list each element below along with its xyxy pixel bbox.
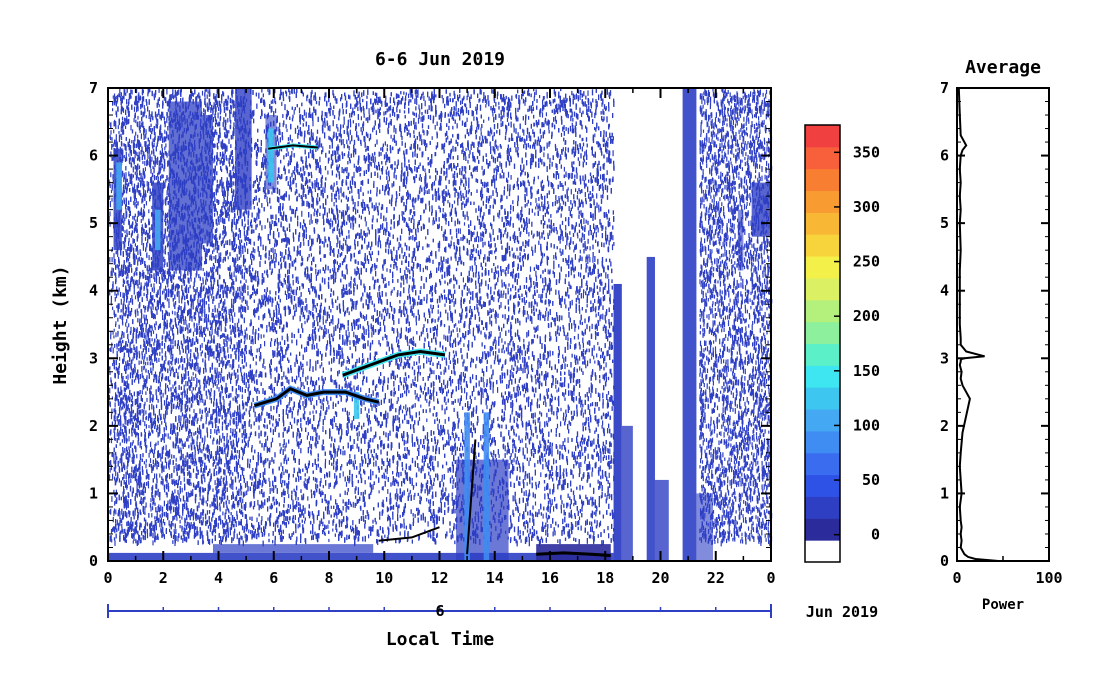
colorbar-segment <box>805 540 840 563</box>
average-y-tick-label: 1 <box>940 484 949 502</box>
average-y-tick-label: 7 <box>940 79 949 97</box>
main-x-tick-label: 18 <box>596 569 614 587</box>
average-x-tick-label: 100 <box>1035 569 1062 587</box>
colorbar-segment <box>805 256 840 279</box>
average-y-tick-label: 6 <box>940 147 949 165</box>
colorbar-segment <box>805 518 840 541</box>
main-x-tick-label: 16 <box>541 569 559 587</box>
average-y-tick-label: 2 <box>940 417 949 435</box>
main-x-ticks: 0 2 4 6 8 10 12 14 16 18 20 22 0 <box>103 88 776 587</box>
average-y-tick-label: 0 <box>940 552 949 570</box>
main-x-tick-label: 14 <box>486 569 504 587</box>
colorbar-segment <box>805 365 840 388</box>
main-x-tick-label: 0 <box>103 569 112 587</box>
main-y-axis-label: Height (km) <box>50 265 71 384</box>
colorbar-segment <box>805 146 840 170</box>
average-plot-background <box>957 88 1049 561</box>
average-power-line <box>957 87 999 562</box>
colorbar-tick-label: 150 <box>853 362 880 380</box>
main-y-tick-label: 2 <box>89 417 98 435</box>
colorbar-segment <box>805 277 840 301</box>
average-panel-title: Average <box>965 57 1041 78</box>
colorbar: 0 50 100 150 200 250 300 350 <box>804 124 880 563</box>
colorbar-segment <box>805 125 840 148</box>
main-y-tick-label: 1 <box>89 484 98 502</box>
colorbar-segment <box>805 387 840 410</box>
main-x-tick-label: 2 <box>159 569 168 587</box>
colorbar-segment <box>805 343 840 366</box>
average-y-ticks: 0 1 2 3 4 5 6 7 <box>940 79 1049 570</box>
average-y-tick-label: 4 <box>940 282 949 300</box>
colorbar-segment <box>805 234 840 257</box>
average-x-axis-label: Power <box>982 597 1024 613</box>
main-x-tick-label: 10 <box>375 569 393 587</box>
colorbar-tick-label: 250 <box>853 253 880 271</box>
main-x-tick-label: 8 <box>324 569 333 587</box>
colorbar-segment <box>805 452 840 476</box>
colorbar-segment <box>805 474 840 497</box>
colorbar-segment <box>805 409 840 432</box>
date-bar <box>107 604 772 618</box>
date-bar-day-label: 6 <box>435 602 444 620</box>
main-y-tick-label: 3 <box>89 349 98 367</box>
main-y-ticks: 0 1 2 3 4 5 6 7 <box>89 79 771 570</box>
colorbar-segment <box>805 212 840 235</box>
average-y-tick-label: 5 <box>940 214 949 232</box>
main-x-tick-label: 0 <box>766 569 775 587</box>
average-y-tick-label: 3 <box>940 349 949 367</box>
colorbar-tick-label: 0 <box>871 526 880 544</box>
main-x-axis-label: Local Time <box>386 629 495 650</box>
main-x-tick-label: 4 <box>214 569 223 587</box>
colorbar-segment <box>805 321 840 344</box>
colorbar-tick-label: 200 <box>853 307 880 325</box>
average-x-ticks: 0 100 <box>952 553 1063 587</box>
colorbar-segment <box>805 430 840 454</box>
main-x-tick-label: 22 <box>707 569 725 587</box>
colorbar-tick-label: 300 <box>853 198 880 216</box>
main-y-tick-label: 4 <box>89 282 98 300</box>
main-y-tick-label: 6 <box>89 147 98 165</box>
main-x-tick-label: 6 <box>269 569 278 587</box>
heatmap-layer <box>108 88 773 561</box>
main-y-tick-label: 7 <box>89 79 98 97</box>
main-x-tick-label: 12 <box>430 569 448 587</box>
colorbar-tick-label: 350 <box>853 143 880 161</box>
main-chart-title: 6-6 Jun 2019 <box>375 49 505 70</box>
colorbar-segment <box>805 168 840 192</box>
main-x-tick-label: 20 <box>651 569 669 587</box>
main-y-tick-label: 0 <box>89 552 98 570</box>
average-x-tick-label: 0 <box>952 569 961 587</box>
colorbar-segment <box>805 299 840 323</box>
colorbar-tick-label: 50 <box>862 471 880 489</box>
colorbar-segment <box>805 496 840 519</box>
colorbar-segment <box>805 190 840 213</box>
colorbar-tick-label: 100 <box>853 416 880 434</box>
main-y-tick-label: 5 <box>89 214 98 232</box>
date-bar-month-label: Jun 2019 <box>806 603 878 621</box>
